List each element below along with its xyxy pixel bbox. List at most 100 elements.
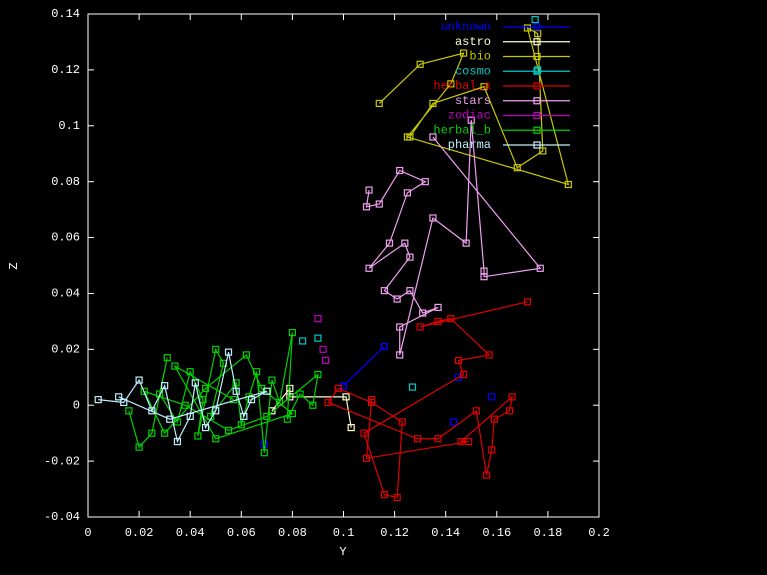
point (135, 443, 143, 451)
point (288, 328, 296, 337)
series-line (327, 301, 528, 499)
point (342, 393, 350, 401)
point (531, 15, 539, 24)
point (201, 384, 210, 393)
legend-marker (533, 82, 541, 90)
point (247, 396, 256, 404)
point (480, 273, 488, 281)
legend-label: bio (469, 50, 491, 64)
point (232, 387, 240, 395)
point (161, 429, 169, 437)
legend-marker (533, 52, 541, 61)
x-tick-label: 0.04 (176, 526, 205, 540)
point (429, 133, 437, 141)
point (508, 393, 516, 401)
x-tick-label: 0.12 (380, 526, 409, 540)
point (539, 147, 547, 155)
y-axis-label: Z (7, 262, 21, 269)
point (490, 415, 498, 423)
x-tick-label: 0 (84, 526, 91, 540)
legend-marker (533, 23, 541, 31)
point (396, 351, 404, 359)
legend-label: herbal_b (433, 123, 491, 137)
point (268, 376, 276, 384)
point (212, 435, 220, 443)
point (276, 398, 284, 407)
point (319, 345, 327, 353)
point (148, 407, 156, 415)
point (488, 393, 496, 401)
point (232, 379, 240, 387)
legend-label: unknown (441, 20, 491, 34)
point (94, 396, 102, 404)
y-tick-label: -0.02 (44, 454, 80, 468)
point (380, 342, 388, 351)
point (199, 396, 207, 404)
legend-marker (533, 141, 541, 149)
point (447, 80, 455, 88)
point (523, 24, 532, 32)
point (375, 200, 383, 208)
point (186, 412, 194, 420)
point (161, 382, 169, 390)
point (421, 178, 429, 186)
point (120, 398, 128, 407)
point (485, 351, 493, 359)
point (459, 49, 468, 57)
point (380, 491, 388, 499)
point (173, 437, 182, 446)
x-tick-label: 0.1 (333, 526, 355, 540)
x-tick-label: 0.18 (533, 526, 562, 540)
legend-label: herbal_a (433, 79, 491, 93)
point (513, 164, 521, 172)
point (171, 362, 179, 370)
point (393, 295, 401, 303)
legend-label: cosmo (455, 64, 491, 78)
legend-marker (533, 111, 541, 120)
point (181, 401, 189, 409)
point (194, 432, 202, 440)
point (314, 334, 322, 342)
legend-label: zodiac (448, 109, 491, 123)
point (398, 418, 406, 426)
point (125, 407, 133, 415)
point (505, 407, 514, 415)
point (434, 317, 442, 325)
series-line (365, 120, 542, 356)
y-tick-label: 0.12 (51, 63, 80, 77)
legend-marker (533, 67, 541, 75)
point (135, 376, 143, 384)
point (429, 99, 437, 108)
point (403, 189, 411, 197)
point (173, 418, 182, 426)
x-tick-label: 0.16 (482, 526, 511, 540)
x-tick-label: 0.2 (588, 526, 610, 540)
legend-marker (533, 97, 541, 105)
point (212, 407, 220, 415)
point (201, 423, 210, 432)
point (457, 437, 465, 446)
legend-marker (533, 126, 541, 134)
point (482, 471, 491, 479)
point (365, 186, 373, 194)
point (396, 166, 404, 175)
point (385, 239, 394, 247)
point (393, 493, 401, 502)
point (347, 423, 355, 432)
x-axis-label: Y (339, 545, 346, 559)
point (406, 253, 414, 261)
legend-label: pharma (448, 138, 491, 152)
legend-label: astro (455, 35, 491, 49)
y-tick-label: 0.06 (51, 231, 80, 245)
point (362, 454, 371, 462)
point (419, 309, 427, 317)
point (360, 429, 368, 437)
y-tick-label: 0.02 (51, 343, 80, 357)
point (299, 337, 307, 345)
point (242, 351, 251, 359)
x-tick-label: 0.06 (227, 526, 256, 540)
point (115, 393, 123, 401)
point (314, 314, 322, 323)
